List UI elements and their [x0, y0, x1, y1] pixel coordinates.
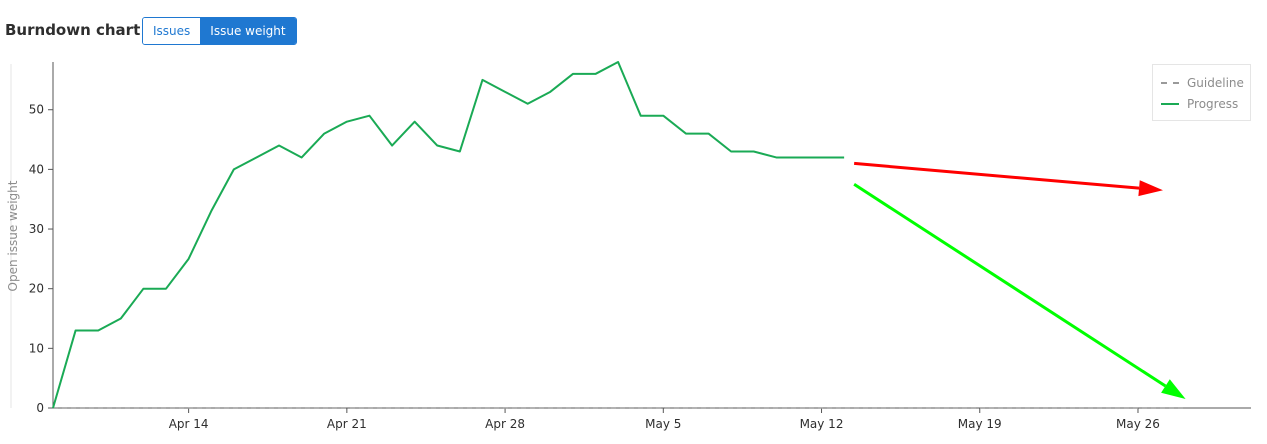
y-axis-label: Open issue weight: [6, 180, 20, 291]
legend-label-guideline: Guideline: [1187, 76, 1244, 90]
x-axis: Apr 14 Apr 21 Apr 28 May 5 May 12 May 19 May 2…: [53, 407, 1251, 431]
legend-item-guideline[interactable]: Guideline: [1161, 76, 1244, 90]
chart-legend: Guideline Progress: [1152, 64, 1251, 121]
y-tick-label: 30: [29, 222, 44, 236]
series-layer: [52, 61, 1184, 409]
red-arrow-head: [1138, 180, 1163, 197]
x-tick-label: May 26: [1116, 417, 1160, 431]
x-tick-label: May 5: [645, 417, 681, 431]
legend-item-progress[interactable]: Progress: [1161, 97, 1238, 111]
issues-toggle-button[interactable]: Issues: [143, 18, 201, 44]
guideline-swatch: [1161, 82, 1179, 84]
progress-series-line: [52, 61, 845, 409]
progress-swatch: [1161, 103, 1179, 105]
chart-mode-toggle: Issues Issue weight: [142, 17, 297, 45]
y-tick-label: 40: [29, 162, 44, 176]
x-tick-label: Apr 28: [485, 417, 525, 431]
x-tick-label: Apr 14: [169, 417, 209, 431]
y-tick-label: 0: [36, 401, 44, 415]
y-axis: 0 10 20 30 40 50 Open issue weight: [6, 62, 54, 415]
red-arrow-shaft: [854, 161, 1140, 190]
green-arrow-head: [1161, 379, 1186, 400]
issue-weight-toggle-button[interactable]: Issue weight: [200, 18, 296, 44]
x-tick-label: May 19: [958, 417, 1002, 431]
y-tick-label: 50: [29, 103, 44, 117]
green-arrow-shaft: [853, 183, 1167, 388]
x-tick-label: Apr 21: [327, 417, 367, 431]
chart-title: Burndown chart: [5, 21, 141, 39]
y-tick-label: 20: [29, 282, 44, 296]
annotation-layer: [853, 161, 1186, 400]
legend-label-progress: Progress: [1187, 97, 1239, 111]
y-tick-label: 10: [29, 341, 44, 355]
x-tick-label: May 12: [800, 417, 844, 431]
